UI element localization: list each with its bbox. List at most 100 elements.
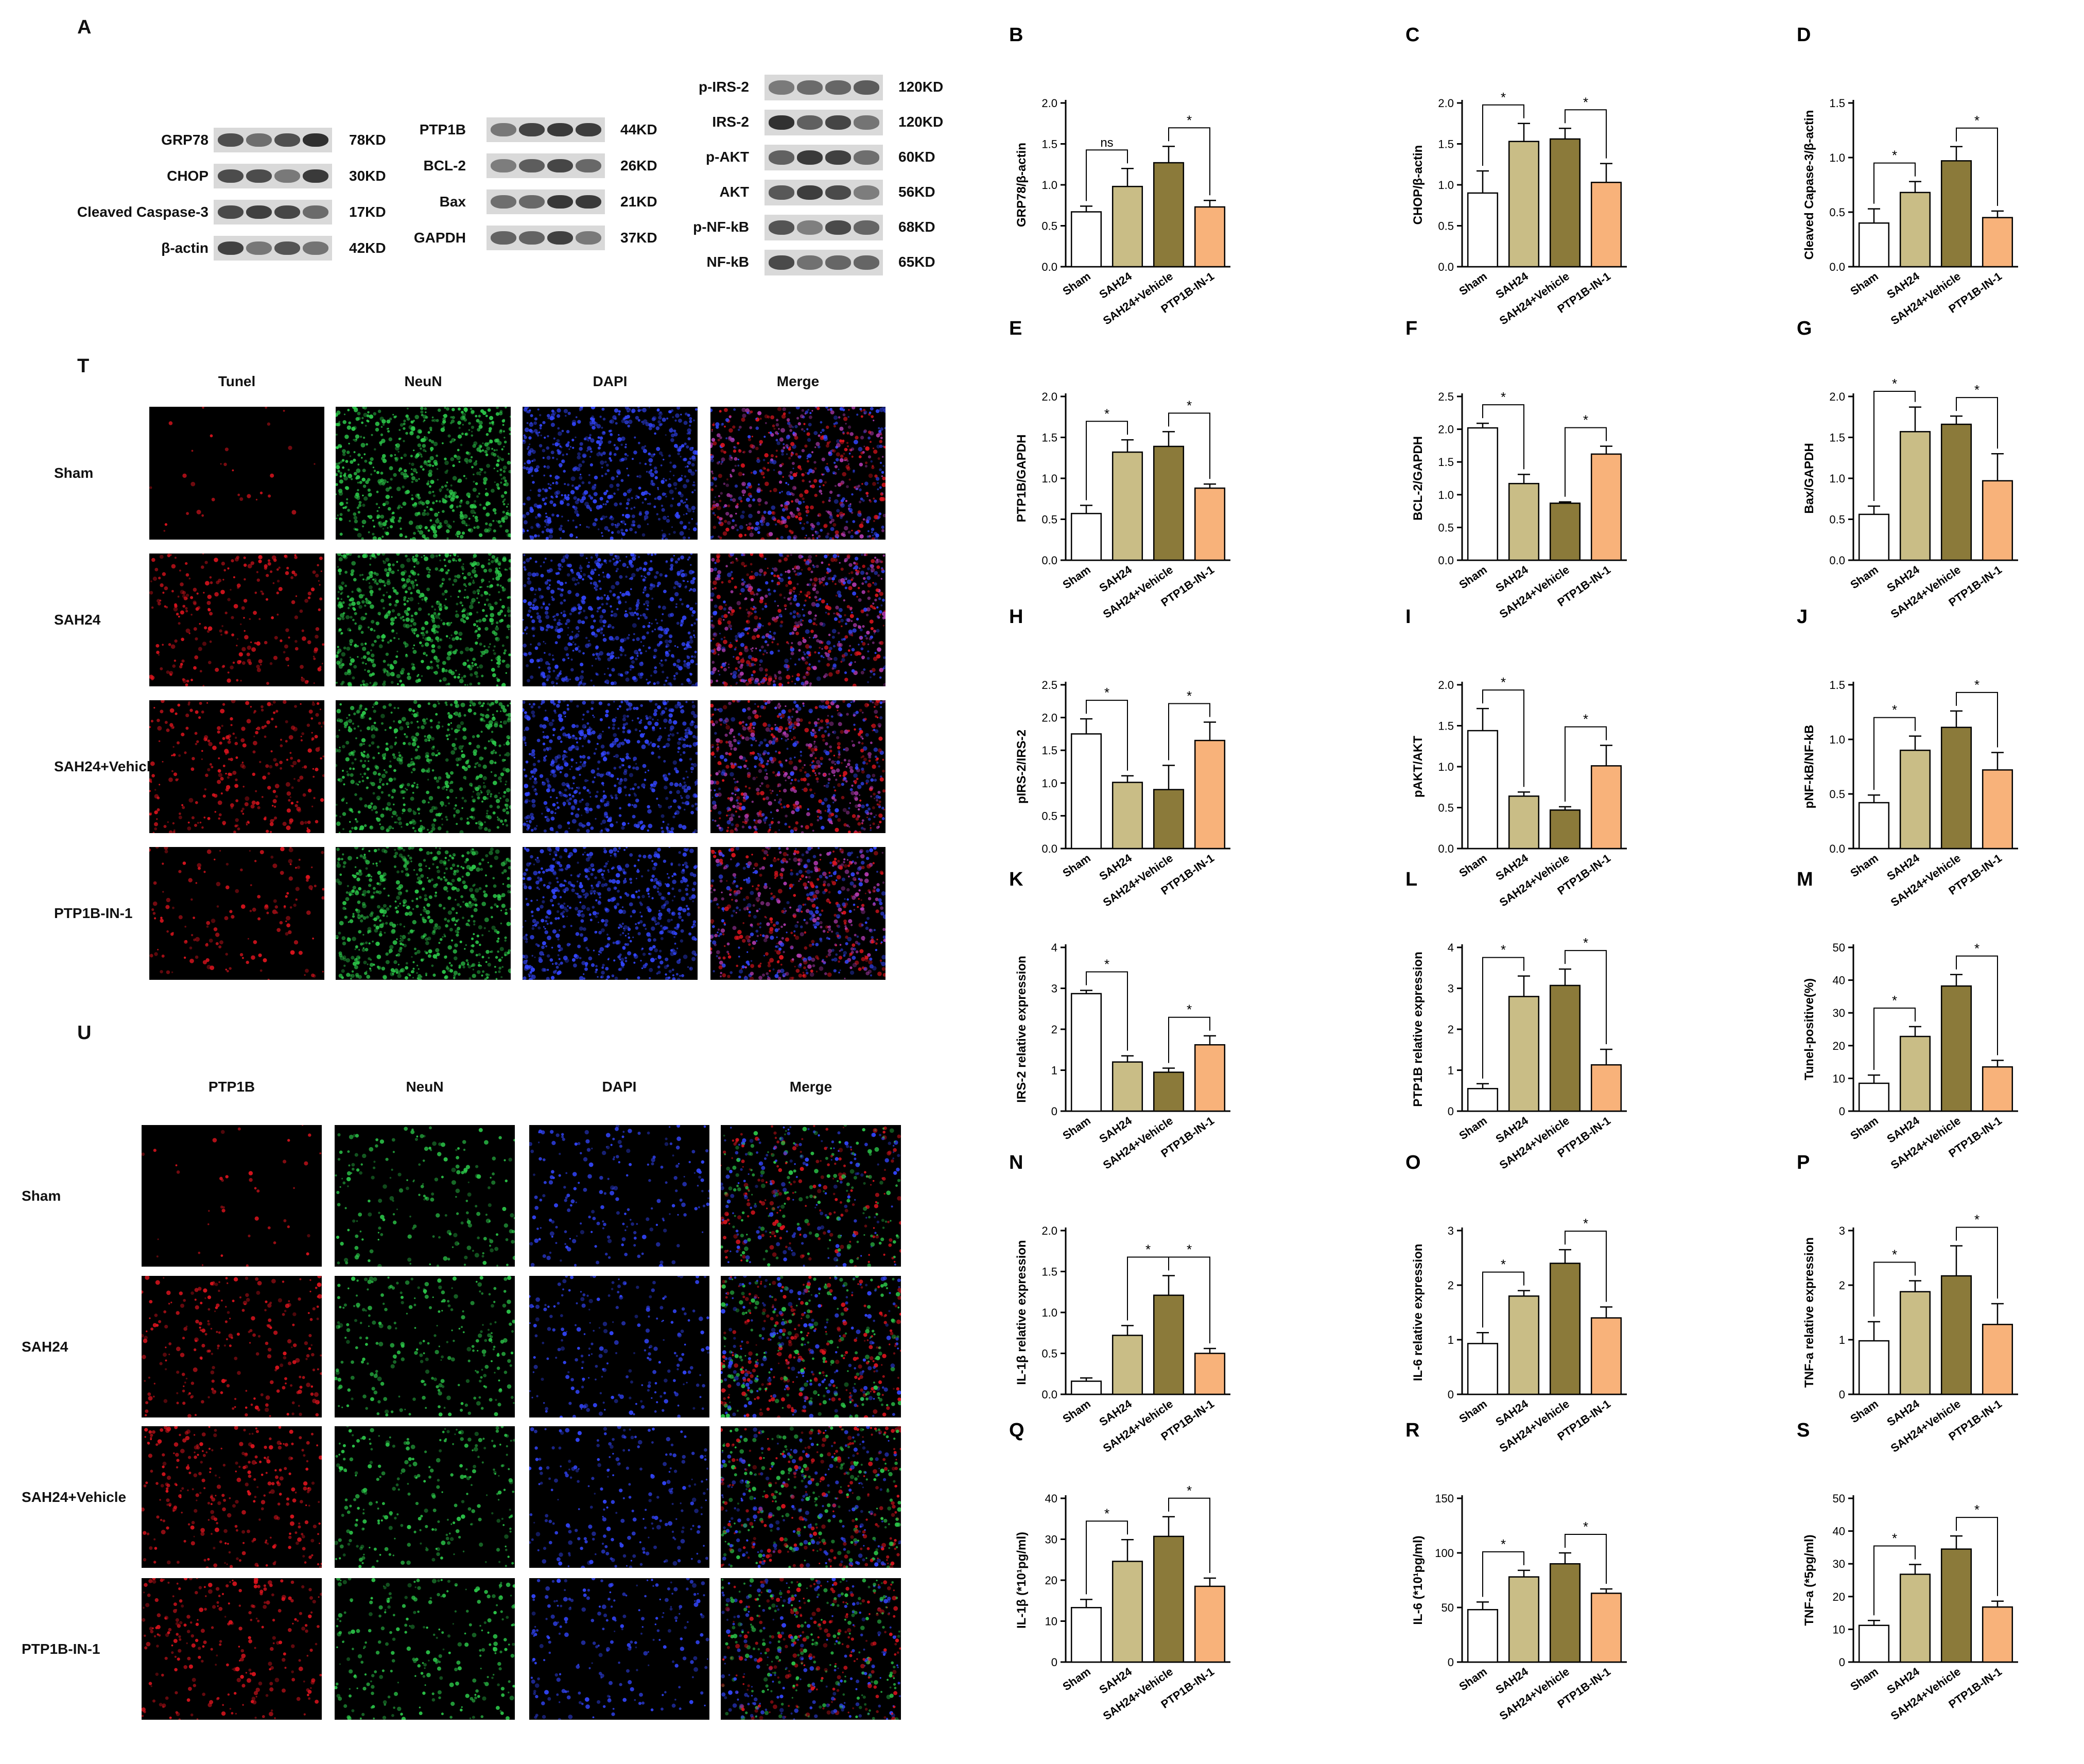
significance-bracket <box>1086 149 1128 201</box>
y-tick-label: 1.5 <box>1829 431 1845 444</box>
chart-panel-letter: I <box>1405 606 1411 628</box>
y-tick-label: 100 <box>1435 1547 1454 1560</box>
bar <box>1153 162 1185 268</box>
blot-label: GAPDH <box>413 230 466 246</box>
bar <box>1982 480 2013 561</box>
chart-panel-letter: H <box>1009 606 1023 628</box>
micrograph-signal <box>710 407 885 540</box>
y-tick-label: 0 <box>1448 1656 1454 1669</box>
image-column-header: PTP1B <box>208 1079 255 1095</box>
chart-panel-letter: Q <box>1009 1420 1024 1441</box>
significance-label: * <box>1104 956 1109 972</box>
y-tick-label: 2.0 <box>1041 712 1057 724</box>
y-tick-label: 2.0 <box>1438 423 1454 436</box>
y-tick-label: 2 <box>1839 1279 1845 1292</box>
y-tick-label: 10 <box>1045 1615 1057 1628</box>
y-axis-label: Tunel-positive(%) <box>1802 978 1816 1080</box>
bar <box>1508 482 1540 561</box>
y-axis-label: CHOP/β-actin <box>1411 145 1425 225</box>
micrograph-signal <box>335 1578 515 1720</box>
bar-chart: D Cleaved Capase-3/β-actin 0.0 0.5 1.0 1.5 Sha… <box>1797 24 2064 327</box>
micrograph <box>523 700 698 833</box>
y-tick-label: 0.5 <box>1829 513 1845 526</box>
micrograph <box>710 554 885 686</box>
bar <box>1899 1291 1931 1395</box>
bar-chart: M Tunel-positive(%) 0 10 20 30 40 50 Sham SAH24 SA… <box>1797 869 2064 1172</box>
y-axis-label: GRP78/β-actin <box>1015 143 1029 227</box>
chart-panel-letter: O <box>1405 1152 1421 1173</box>
x-tick-label: SAH24+Vehicle <box>1888 270 1963 327</box>
bar <box>1982 1324 2013 1395</box>
x-tick-label: Sham <box>1456 1114 1489 1143</box>
y-tick-label: 1.0 <box>1041 179 1057 192</box>
micrograph <box>335 1276 515 1417</box>
micrograph-signal <box>142 1276 322 1417</box>
chart-panel-letter: L <box>1405 869 1417 890</box>
micrograph <box>336 554 511 686</box>
chart-svg: L PTP1B relative expression 0 1 2 3 4 Sham SAH24… <box>1405 869 1627 1172</box>
panel-label-a: A <box>77 16 92 38</box>
y-tick-label: 0.5 <box>1438 802 1454 815</box>
bar <box>1940 985 1972 1112</box>
significance-label: * <box>1974 113 1979 128</box>
x-tick-label: SAH24 <box>1493 563 1531 595</box>
bar <box>1467 1343 1499 1395</box>
blot-kd-label: 65KD <box>898 254 935 270</box>
significance-bracket <box>1086 421 1128 500</box>
y-axis-label: TNF-a relative expression <box>1802 1237 1816 1388</box>
significance-bracket <box>1565 1534 1607 1584</box>
y-axis-label: pIRS-2/IRS-2 <box>1015 730 1029 804</box>
micrograph <box>523 847 698 980</box>
y-tick-label: 20 <box>1833 1590 1845 1603</box>
significance-label: * <box>1187 1002 1192 1017</box>
blot-band <box>765 215 883 240</box>
y-tick-label: 150 <box>1435 1492 1454 1505</box>
x-tick-label: Sham <box>1060 1665 1092 1693</box>
significance-bracket <box>1565 427 1607 497</box>
bar <box>1070 211 1102 268</box>
micrograph-signal <box>721 1426 901 1568</box>
bar <box>1940 423 1972 561</box>
significance-bracket <box>1168 127 1210 196</box>
bar <box>1590 1064 1622 1112</box>
blot-label: PTP1B <box>419 122 466 137</box>
bar-chart: R IL-6 (*10¹pg/ml) 0 50 100 150 Sham SAH24 SAH24… <box>1405 1420 1673 1723</box>
x-tick-label: SAH24+Vehicle <box>1101 270 1175 327</box>
image-column-header: DAPI <box>593 373 628 389</box>
x-tick-label: SAH24 <box>1493 1665 1531 1697</box>
significance-label: * <box>1501 942 1506 958</box>
micrograph-signal <box>523 847 698 980</box>
blot-band <box>765 110 883 135</box>
significance-label: * <box>1583 412 1588 428</box>
blot-label: β-actin <box>161 240 209 256</box>
bar <box>1590 1317 1622 1395</box>
y-tick-label: 50 <box>1833 941 1845 954</box>
y-axis-label: Cleaved Capase-3/β-actin <box>1802 110 1816 260</box>
image-column-header: Merge <box>776 373 820 389</box>
y-tick-label: 0.5 <box>1829 206 1845 219</box>
y-tick-label: 0.5 <box>1041 220 1057 233</box>
significance-label: * <box>1187 112 1192 128</box>
bar <box>1940 727 1972 850</box>
y-tick-label: 1.5 <box>1041 138 1057 151</box>
significance-bracket <box>1873 391 1916 501</box>
y-tick-label: 4 <box>1051 941 1057 954</box>
micrograph <box>721 1125 901 1267</box>
x-tick-label: Sham <box>1848 563 1880 592</box>
y-tick-label: 2.0 <box>1438 97 1454 110</box>
x-tick-label: Sham <box>1848 270 1880 298</box>
y-tick-label: 1.0 <box>1829 733 1845 746</box>
x-tick-label: Sham <box>1848 1114 1880 1143</box>
significance-label: * <box>1892 148 1897 163</box>
micrograph-signal <box>149 700 324 833</box>
bar <box>1899 1573 1931 1663</box>
bar-chart: N IL-1β relative expression 0.0 0.5 1.0 1.5 2.… <box>1009 1152 1277 1455</box>
y-tick-label: 40 <box>1833 1525 1845 1538</box>
y-tick-label: 1.0 <box>1041 777 1057 790</box>
y-tick-label: 1 <box>1448 1064 1454 1077</box>
bar <box>1070 1380 1102 1395</box>
bar <box>1858 1340 1890 1395</box>
bar <box>1194 739 1226 850</box>
